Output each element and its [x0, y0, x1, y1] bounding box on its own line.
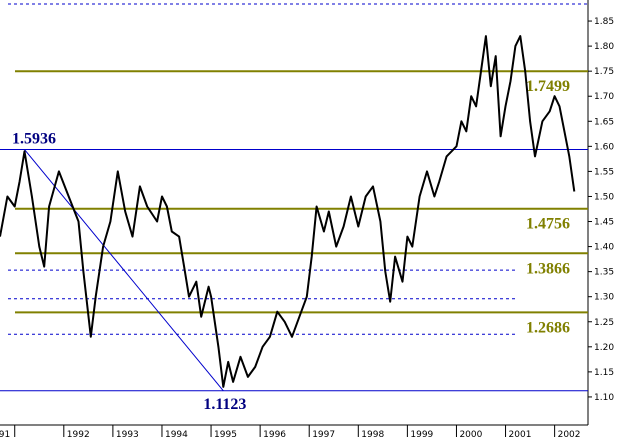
x-tick-label: 2000: [459, 430, 482, 440]
y-tick-label: 1.75: [594, 67, 614, 77]
y-tick-label: 1.55: [594, 167, 614, 177]
y-tick-label: 1.85: [594, 17, 614, 27]
y-tick-label: 1.45: [594, 218, 614, 228]
y-tick-label: 1.40: [594, 243, 614, 253]
x-tick-label: 2001: [509, 430, 532, 440]
x-tick-label: 1992: [67, 430, 90, 440]
x-tick-label: 1994: [165, 430, 188, 440]
trend-line: [24, 149, 224, 392]
y-tick-label: 1.25: [594, 318, 614, 328]
level-label: 1.7499: [526, 78, 570, 95]
y-tick-label: 1.10: [594, 393, 614, 403]
y-tick-label: 1.15: [594, 368, 614, 378]
level-label: 1.2686: [526, 319, 570, 336]
x-tick-label: 1995: [214, 430, 237, 440]
y-tick-label: 1.60: [594, 142, 614, 152]
y-tick-label: 1.65: [594, 117, 614, 127]
x-tick-label: 2002: [558, 430, 581, 440]
y-tick-label: 1.50: [594, 192, 614, 202]
level-label: 1.4756: [526, 216, 570, 233]
level-label: 1.3866: [526, 260, 570, 277]
x-tick-label: 1999: [410, 430, 433, 440]
level-label: 1.5936: [12, 131, 56, 148]
y-tick-label: 1.20: [594, 343, 614, 353]
x-tick-label: 1998: [361, 430, 384, 440]
y-tick-label: 1.70: [594, 92, 614, 102]
x-tick-label: 1996: [263, 430, 286, 440]
x-tick-label: 1997: [312, 430, 335, 440]
y-tick-label: 1.30: [594, 293, 614, 303]
y-tick-label: 1.35: [594, 268, 614, 278]
x-tick-label: 1993: [116, 430, 139, 440]
y-tick-label: 1.80: [594, 42, 614, 52]
level-label: 1.1123: [203, 396, 246, 413]
price-line: [0, 35, 576, 388]
x-tick-label: 91: [0, 430, 10, 440]
